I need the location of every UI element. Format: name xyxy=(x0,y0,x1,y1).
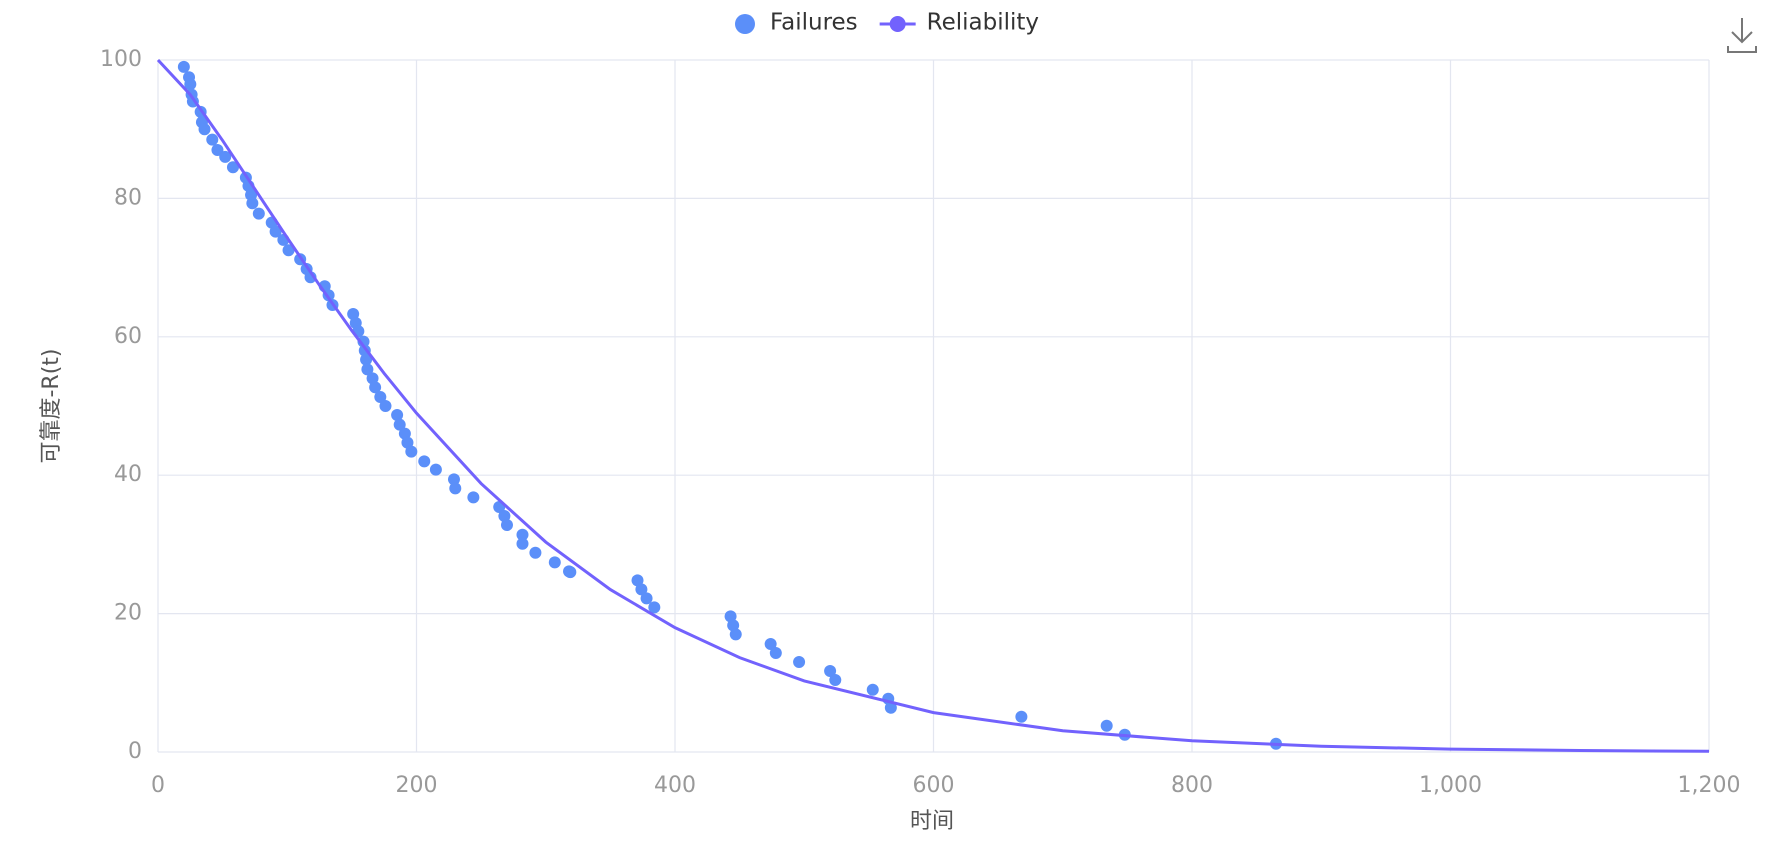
failure-point xyxy=(829,674,842,687)
failure-point xyxy=(184,78,197,91)
failure-point xyxy=(447,473,460,486)
failure-point xyxy=(884,701,897,714)
y-tick-label: 80 xyxy=(114,185,142,210)
reliability-line xyxy=(156,58,1710,753)
failure-point xyxy=(226,161,239,174)
download-icon[interactable] xyxy=(1727,18,1757,53)
failure-point xyxy=(824,665,837,678)
failure-point xyxy=(769,647,782,660)
failure-point xyxy=(648,601,661,614)
failure-point xyxy=(1100,719,1113,732)
failure-point xyxy=(401,436,414,449)
y-tick-label: 20 xyxy=(114,601,142,626)
failure-point xyxy=(516,528,529,541)
x-tick-label: 200 xyxy=(396,773,438,798)
failure-point xyxy=(361,363,374,376)
failure-point xyxy=(252,207,265,220)
x-tick-label: 0 xyxy=(151,773,165,798)
failure-point xyxy=(516,537,529,550)
failure-point xyxy=(640,592,653,605)
failure-point xyxy=(764,638,777,651)
failure-point xyxy=(206,133,219,146)
failure-point xyxy=(211,143,224,156)
y-axis-title: 可靠度-R(t) xyxy=(39,348,64,463)
failure-point xyxy=(393,418,406,431)
failure-point xyxy=(631,574,644,587)
x-tick-label: 800 xyxy=(1171,773,1213,798)
legend-label: Failures xyxy=(770,10,858,36)
x-tick-label: 1,000 xyxy=(1419,773,1482,798)
download-glyph[interactable] xyxy=(1727,18,1757,53)
failure-point xyxy=(366,372,379,385)
failure-point xyxy=(269,225,282,238)
failure-point xyxy=(500,519,513,532)
failure-point xyxy=(374,391,387,404)
failure-point xyxy=(449,482,462,495)
failure-point xyxy=(793,656,806,669)
failure-point xyxy=(347,307,360,320)
failure-point xyxy=(391,408,404,421)
failure-point xyxy=(398,427,411,440)
failure-point xyxy=(219,150,232,163)
failure-point xyxy=(1015,710,1028,723)
legend-marker xyxy=(889,16,906,32)
failure-point xyxy=(357,335,370,348)
failure-point xyxy=(379,400,392,412)
legend-label: Reliability xyxy=(927,10,1039,36)
failure-point xyxy=(548,556,561,569)
y-tick-label: 100 xyxy=(100,47,142,72)
legend-marker xyxy=(735,14,755,34)
failure-point xyxy=(498,510,511,523)
y-tick-label: 40 xyxy=(114,462,142,487)
failure-point xyxy=(369,381,382,394)
failure-point xyxy=(429,463,442,476)
failure-point xyxy=(405,445,418,458)
failure-point xyxy=(418,455,431,468)
x-tick-label: 600 xyxy=(913,773,955,798)
failure-point xyxy=(635,583,648,596)
y-tick-label: 60 xyxy=(114,324,142,349)
failure-point xyxy=(282,244,295,257)
x-tick-label: 1,200 xyxy=(1678,773,1741,798)
failure-point xyxy=(467,491,480,504)
failure-point xyxy=(529,546,542,559)
x-axis-title: 时间 xyxy=(910,809,954,834)
failure-point xyxy=(360,353,373,366)
failure-point xyxy=(729,628,742,641)
failure-point xyxy=(198,123,211,136)
failure-point xyxy=(866,683,879,696)
x-tick-label: 400 xyxy=(654,773,696,798)
y-tick-label: 0 xyxy=(128,739,142,764)
failure-point xyxy=(177,60,190,73)
failure-point xyxy=(564,566,577,579)
failure-point xyxy=(724,610,737,623)
failure-point xyxy=(246,197,259,210)
failure-point xyxy=(727,619,740,632)
